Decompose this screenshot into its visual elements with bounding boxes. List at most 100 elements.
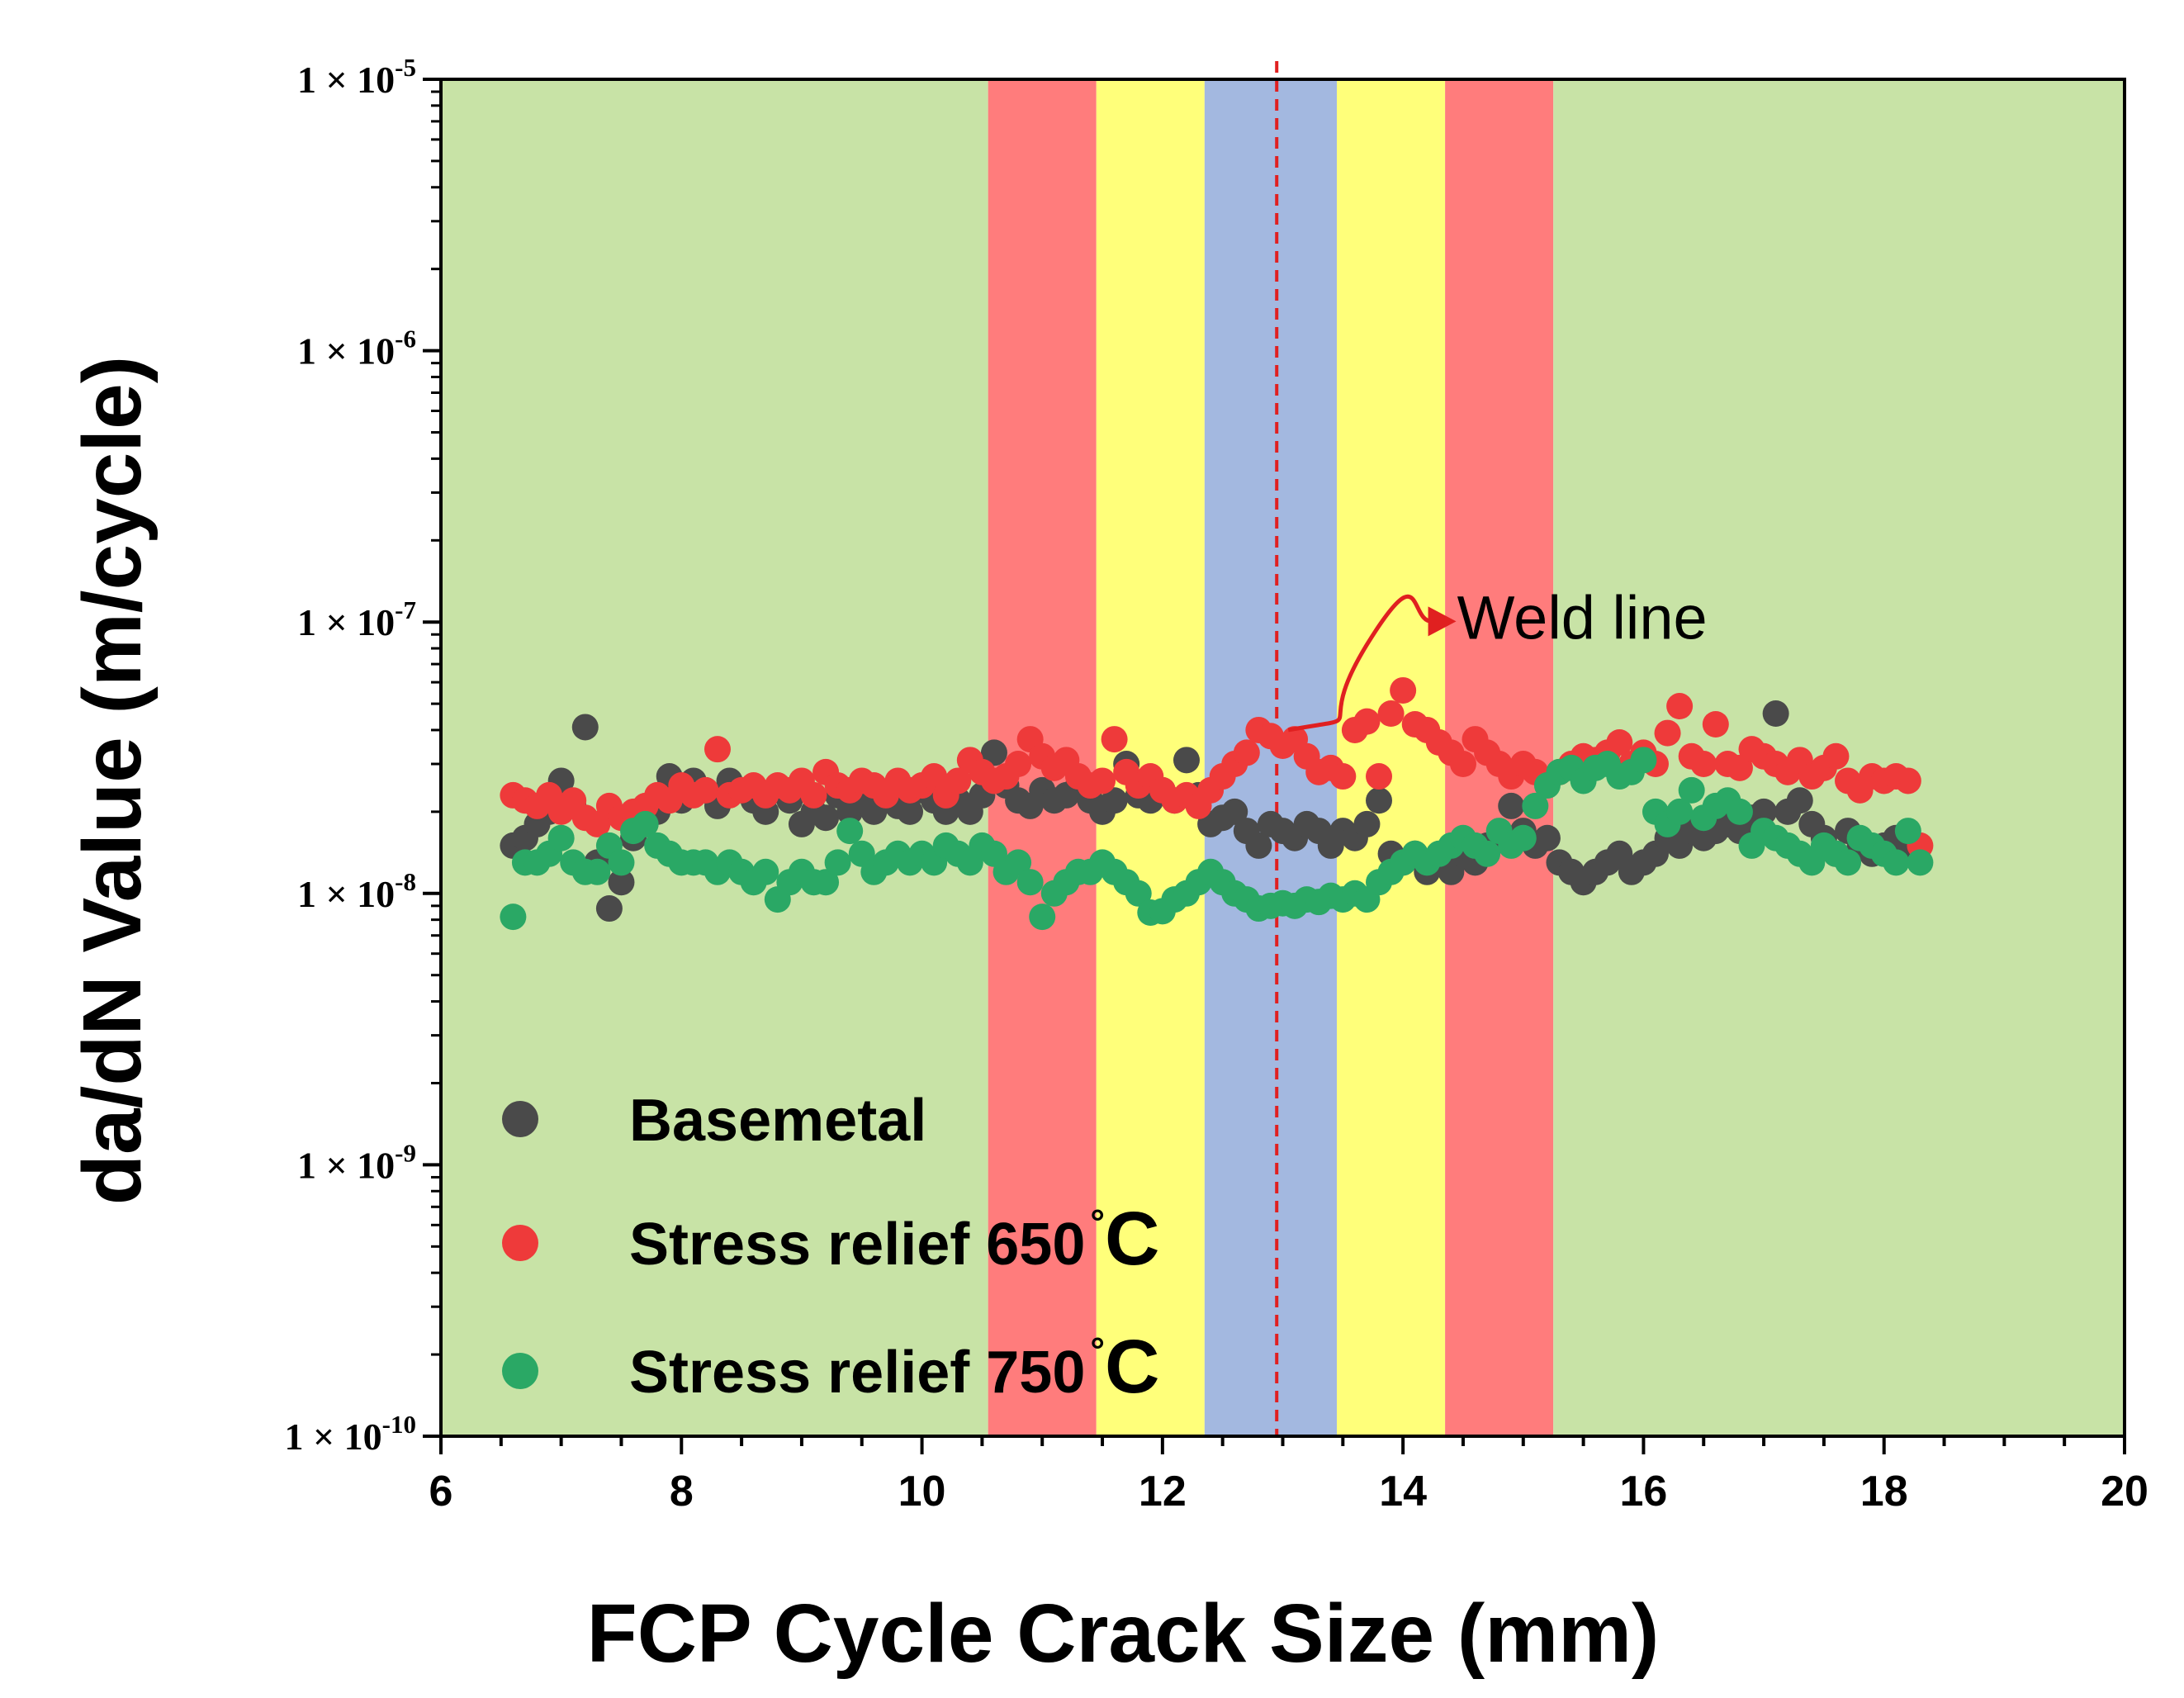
- annotation-arrow-head: [1428, 606, 1457, 637]
- region-bands: [441, 79, 2125, 1436]
- legend-item-2: Stress relief 750 °C: [502, 1325, 1159, 1409]
- point-2-9: [608, 849, 635, 876]
- point-0-62: [1245, 832, 1272, 859]
- legend-marker: [502, 1101, 538, 1137]
- point-2-117: [1907, 849, 1934, 876]
- point-1-35: [921, 763, 948, 790]
- point-1-25: [800, 781, 827, 809]
- point-2-111: [1835, 849, 1862, 876]
- legend-marker: [502, 1353, 538, 1389]
- point-2-94: [1630, 747, 1657, 774]
- point-1-73: [1377, 700, 1405, 728]
- point-2-44: [1029, 904, 1056, 931]
- point-1-61: [1233, 739, 1260, 766]
- y-tick-label: 1 × 10-10: [284, 1410, 416, 1458]
- point-1-69: [1329, 763, 1357, 790]
- x-tick-label: 16: [1620, 1468, 1668, 1515]
- y-tick-label: 1 × 10-5: [297, 53, 416, 101]
- x-axis-title: FCP Cycle Crack Size (mm): [587, 1587, 1660, 1680]
- annotation-label: Weld line: [1457, 584, 1708, 652]
- point-1-99: [1690, 751, 1717, 778]
- series-1: [500, 676, 1934, 859]
- point-0-40: [980, 739, 1007, 766]
- point-0-50: [1101, 787, 1128, 814]
- x-tick-label: 18: [1860, 1468, 1908, 1515]
- point-1-42: [1005, 751, 1032, 778]
- annotation-arrow: [1287, 594, 1433, 733]
- point-2-7: [584, 858, 611, 885]
- point-2-0: [500, 904, 527, 931]
- point-2-97: [1666, 798, 1694, 825]
- y-axis-title: da/dN Value (m/cycle): [66, 356, 159, 1205]
- legend-item-1: Stress relief 650 °C: [502, 1197, 1159, 1281]
- y-tick-label: 1 × 10-6: [297, 325, 416, 372]
- point-0-6: [571, 714, 599, 741]
- point-0-56: [1173, 747, 1200, 774]
- point-0-9: [608, 869, 635, 896]
- point-2-115: [1883, 849, 1910, 876]
- point-1-96: [1654, 719, 1681, 747]
- point-2-4: [547, 824, 575, 851]
- point-1-49: [1089, 767, 1116, 794]
- point-2-98: [1678, 776, 1705, 804]
- point-0-86: [1533, 824, 1561, 851]
- x-tick-label: 20: [2101, 1468, 2148, 1515]
- point-2-21: [752, 858, 779, 885]
- point-2-81: [1474, 840, 1501, 867]
- x-tick-label: 8: [670, 1468, 694, 1515]
- x-tick-label: 10: [898, 1468, 946, 1515]
- point-0-83: [1498, 792, 1525, 819]
- point-1-100: [1702, 711, 1729, 738]
- point-0-104: [1751, 798, 1778, 825]
- point-2-85: [1522, 792, 1549, 819]
- point-2-26: [812, 869, 840, 896]
- point-0-105: [1762, 700, 1789, 728]
- y-axis-ticks: 1 × 10-10 1 × 10-9 1 × 10-8 1 × 10-7 1 × 10-…: [284, 53, 441, 1458]
- point-1-71: [1353, 708, 1381, 735]
- point-2-11: [632, 810, 659, 837]
- point-1-79: [1449, 751, 1476, 778]
- point-0-72: [1366, 787, 1393, 814]
- x-axis-ticks: 6 8 10 12 14 16 18 20: [429, 1436, 2148, 1515]
- point-0-33: [897, 798, 924, 825]
- point-0-26: [812, 804, 840, 832]
- zone-band-4: [1337, 79, 1446, 1436]
- point-2-102: [1726, 798, 1753, 825]
- point-1-37: [945, 767, 972, 794]
- point-2-116: [1894, 818, 1921, 845]
- point-2-84: [1509, 824, 1537, 851]
- point-1-97: [1666, 693, 1694, 720]
- x-tick-label: 12: [1139, 1468, 1187, 1515]
- point-2-52: [1125, 880, 1152, 907]
- point-1-102: [1726, 754, 1753, 781]
- point-0-8: [595, 895, 623, 923]
- point-1-72: [1366, 763, 1393, 790]
- point-1-17: [704, 736, 731, 763]
- x-tick-label: 14: [1379, 1468, 1427, 1515]
- point-1-74: [1390, 676, 1417, 704]
- point-1-16: [692, 776, 719, 804]
- legend-label: Basemetal: [629, 1088, 926, 1154]
- legend-marker: [502, 1225, 538, 1261]
- data-points: [500, 676, 1934, 931]
- point-1-50: [1101, 726, 1128, 753]
- weld-line-annotation: Weld line: [1287, 584, 1708, 733]
- x-tick-label: 6: [429, 1468, 453, 1515]
- y-tick-label: 1 × 10-8: [297, 867, 416, 915]
- legend: Basemetal Stress relief 650 °C Stress relie…: [502, 1088, 1159, 1409]
- point-2-42: [1005, 849, 1032, 876]
- y-tick-label: 1 × 10-7: [297, 595, 416, 643]
- series-2: [500, 747, 1934, 931]
- legend-label: Stress relief 650 °C: [629, 1197, 1159, 1281]
- point-1-116: [1894, 767, 1921, 794]
- point-0-107: [1786, 787, 1813, 814]
- legend-item-0: Basemetal: [502, 1088, 926, 1154]
- point-0-71: [1353, 810, 1381, 837]
- point-2-43: [1016, 869, 1044, 896]
- point-0-60: [1221, 798, 1248, 825]
- point-2-28: [836, 818, 864, 845]
- point-2-27: [824, 849, 851, 876]
- point-1-110: [1822, 742, 1850, 770]
- legend-label: Stress relief 750 °C: [629, 1325, 1159, 1409]
